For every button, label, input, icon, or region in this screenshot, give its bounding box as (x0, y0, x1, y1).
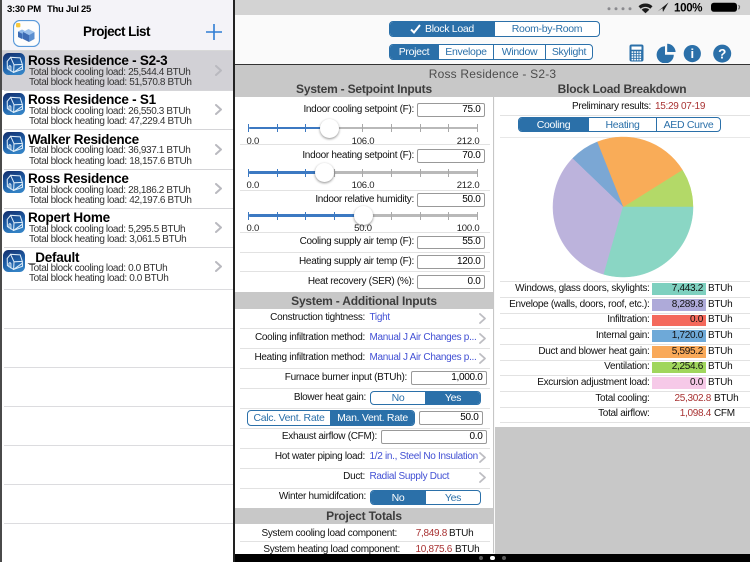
svg-text:i: i (690, 46, 694, 61)
svg-text:100%: 100% (674, 3, 702, 14)
svg-text:?: ? (718, 46, 726, 61)
